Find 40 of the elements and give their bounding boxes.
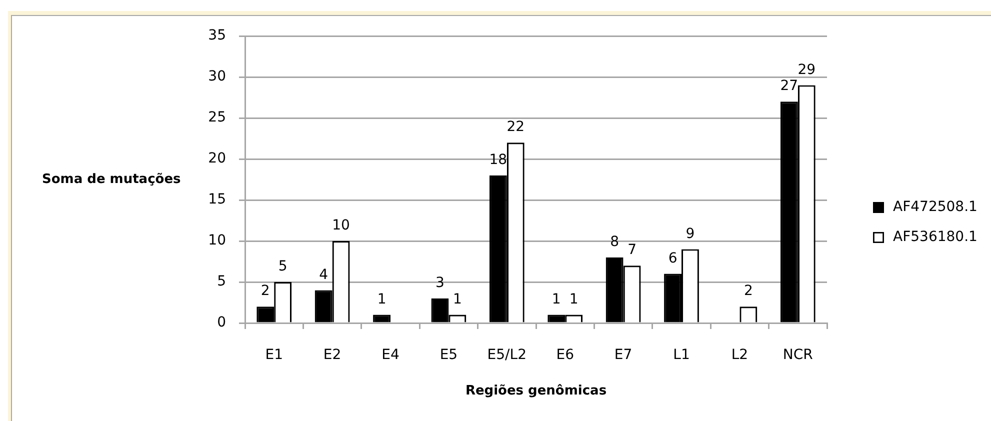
legend-label: AF472508.1	[893, 199, 978, 216]
x-tick-label: L1	[673, 347, 690, 364]
data-label: 4	[319, 266, 328, 283]
legend-label: AF536180.1	[893, 229, 978, 246]
data-label: 2	[744, 283, 753, 300]
data-label: 5	[278, 258, 288, 275]
x-tick-label: E5	[440, 347, 458, 364]
y-axis-title: Soma de mutações	[42, 172, 181, 187]
x-tick-label: E1	[265, 347, 283, 364]
x-tick-label: E5/L2	[487, 347, 526, 364]
y-tick-label: 20	[208, 150, 226, 167]
data-label: 9	[686, 226, 695, 242]
data-label: 1	[552, 291, 561, 308]
x-tick-label: L2	[731, 347, 748, 364]
x-tick-label: E7	[614, 347, 632, 364]
y-tick-label: 5	[217, 274, 226, 290]
y-tick-label: 30	[208, 68, 226, 85]
data-label: 1	[452, 291, 462, 308]
data-label: 1	[377, 291, 386, 308]
data-label: 1	[569, 291, 578, 308]
y-tick-label: 0	[217, 314, 226, 331]
x-tick-label: NCR	[782, 347, 814, 364]
y-tick-label: 35	[208, 28, 226, 44]
x-tick-label: E6	[556, 347, 574, 364]
data-label: 6	[668, 250, 678, 266]
data-label: 3	[436, 275, 444, 292]
x-tick-label: E4	[382, 347, 400, 364]
data-label: 8	[610, 234, 620, 250]
data-label: 10	[332, 218, 350, 234]
data-label: 27	[780, 78, 798, 94]
y-tick-label: 15	[208, 192, 226, 208]
x-tick-label: E2	[323, 347, 342, 364]
data-label: 2	[260, 283, 270, 300]
data-label: 29	[798, 62, 816, 78]
data-label: 18	[489, 152, 508, 168]
data-label: 7	[628, 242, 636, 258]
x-axis-title: Regiões genômicas	[465, 384, 607, 399]
y-tick-label: 10	[208, 232, 226, 249]
y-tick-label: 25	[208, 110, 226, 126]
data-label: 22	[506, 119, 525, 136]
